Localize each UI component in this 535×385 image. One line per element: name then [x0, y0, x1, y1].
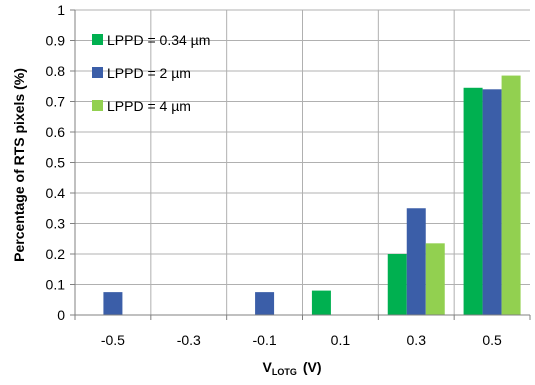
y-tick-label: 0.3	[46, 216, 66, 232]
x-tick-label: -0.3	[177, 332, 201, 348]
x-tick-label: 0.3	[407, 332, 427, 348]
bar	[387, 254, 407, 315]
bar	[463, 87, 483, 316]
y-tick-labels: 0 0.1 0.2 0.3 0.4 0.5 0.6 0.7 0.8 0.9 1	[46, 2, 66, 323]
legend-swatch	[92, 100, 103, 111]
axes	[70, 9, 531, 320]
legend-label: LPPD = 2 µm	[107, 65, 191, 81]
y-tick-label: 0.1	[46, 277, 66, 293]
x-tick-label: 0.5	[482, 332, 502, 348]
x-tick-label: -0.5	[101, 332, 125, 348]
y-tick-label: 0.9	[46, 33, 66, 49]
legend-swatch	[92, 67, 103, 78]
grid-lines	[75, 9, 530, 315]
y-tick-label: 0.2	[46, 246, 66, 262]
legend-label: LPPD = 4 µm	[107, 98, 191, 114]
bar	[501, 75, 521, 315]
x-axis-title-main: V	[262, 359, 272, 375]
bar	[255, 292, 275, 315]
bar	[425, 243, 445, 315]
bar	[482, 89, 502, 315]
y-tick-label: 0.7	[46, 94, 66, 110]
legend-swatch	[92, 34, 103, 45]
x-axis-title-subscript: LOTG	[272, 367, 297, 377]
y-tick-label: 0.6	[46, 124, 66, 140]
bar	[406, 208, 426, 315]
x-tick-label: -0.1	[253, 332, 277, 348]
y-tick-label: 1	[57, 2, 65, 18]
bars	[103, 75, 521, 316]
y-tick-label: 0	[57, 307, 65, 323]
y-tick-label: 0.4	[46, 185, 66, 201]
x-axis-title: VLOTG (V)	[262, 359, 321, 377]
bar	[311, 290, 331, 315]
bar	[103, 292, 123, 315]
x-tick-label: 0.1	[331, 332, 351, 348]
y-axis-title: Percentage of RTS pixels (%)	[11, 68, 27, 262]
x-tick-labels: -0.5 -0.3 -0.1 0.1 0.3 0.5	[101, 332, 502, 348]
y-tick-label: 0.5	[46, 155, 66, 171]
legend-label: LPPD = 0.34 µm	[107, 32, 210, 48]
y-tick-label: 0.8	[46, 63, 66, 79]
x-axis-title-unit: (V)	[303, 359, 322, 375]
legend: LPPD = 0.34 µm LPPD = 2 µm LPPD = 4 µm	[92, 32, 210, 114]
